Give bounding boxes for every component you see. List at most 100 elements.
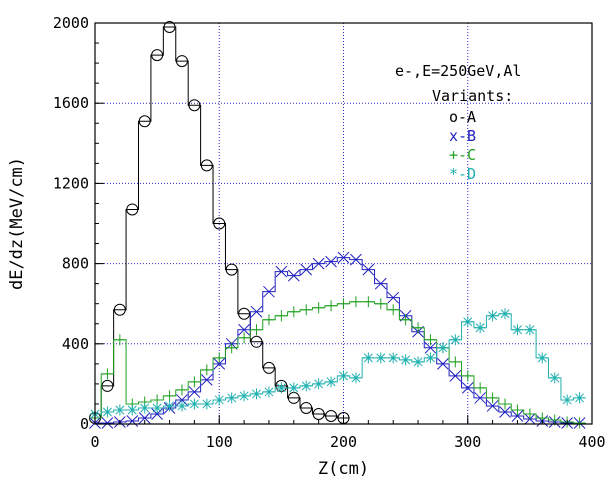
data-point xyxy=(151,49,164,62)
data-point xyxy=(449,356,461,368)
series-line-A xyxy=(95,26,350,419)
data-point xyxy=(350,253,362,266)
data-point xyxy=(499,308,511,320)
data-point xyxy=(499,398,511,410)
data-point xyxy=(313,378,325,390)
data-point xyxy=(176,394,188,406)
data-point xyxy=(511,404,523,416)
data-point xyxy=(561,394,573,406)
y-tick-label: 1200 xyxy=(53,174,89,192)
legend-entry-C: +-C xyxy=(449,146,476,164)
data-point xyxy=(138,412,151,424)
data-point xyxy=(300,401,313,414)
x-tick-label: 0 xyxy=(90,433,99,451)
data-point xyxy=(101,368,113,380)
x-axis-label: Z(cm) xyxy=(318,459,369,479)
data-point xyxy=(213,217,226,230)
data-point xyxy=(387,291,400,304)
data-point xyxy=(200,374,213,386)
x-tick-label: 400 xyxy=(578,433,605,451)
data-point xyxy=(176,384,188,396)
data-point xyxy=(225,263,238,276)
data-point xyxy=(486,400,499,412)
data-point xyxy=(275,310,287,322)
data-point xyxy=(412,322,424,334)
data-point xyxy=(574,392,586,404)
y-tick-label: 400 xyxy=(62,335,89,353)
data-point xyxy=(474,322,486,334)
data-point xyxy=(499,406,511,418)
data-point xyxy=(163,21,176,34)
data-point xyxy=(387,304,399,316)
data-point xyxy=(201,364,213,376)
data-point xyxy=(138,115,151,128)
data-point xyxy=(213,352,225,364)
data-point xyxy=(139,402,151,414)
data-point xyxy=(188,386,201,398)
data-point xyxy=(175,55,188,68)
data-point xyxy=(188,99,201,112)
data-point xyxy=(251,388,263,400)
data-point xyxy=(262,361,275,374)
data-point xyxy=(126,404,138,416)
data-point xyxy=(338,370,349,382)
data-point xyxy=(374,277,387,290)
data-point xyxy=(350,372,362,384)
data-point xyxy=(126,203,139,216)
data-point xyxy=(511,324,523,336)
data-point xyxy=(424,334,436,346)
data-point xyxy=(288,382,300,394)
data-point xyxy=(312,257,325,270)
data-point xyxy=(375,298,387,310)
series-D xyxy=(89,308,586,420)
data-point xyxy=(164,400,176,412)
data-point xyxy=(338,298,349,310)
data-point xyxy=(462,370,474,382)
legend: o-Ax-B+-C*-D xyxy=(449,108,476,183)
data-point xyxy=(213,357,226,370)
series-line-B xyxy=(95,257,586,424)
data-point xyxy=(325,300,337,312)
data-point xyxy=(313,302,325,314)
beam-annotation: e-,E=250GeV,Al xyxy=(395,62,521,80)
data-point xyxy=(113,303,126,316)
data-point xyxy=(250,305,263,318)
data-point xyxy=(238,307,251,320)
data-point xyxy=(188,376,200,388)
data-point xyxy=(462,316,474,328)
data-point xyxy=(263,314,275,326)
data-point xyxy=(362,263,375,276)
data-point xyxy=(487,392,499,404)
data-point xyxy=(101,417,114,429)
data-point xyxy=(325,255,337,268)
data-point xyxy=(325,376,337,388)
data-point xyxy=(263,386,275,398)
data-point xyxy=(238,390,250,402)
data-point xyxy=(288,306,300,318)
data-point xyxy=(524,408,536,420)
legend-entry-D: *-D xyxy=(449,165,476,183)
y-tick-label: 800 xyxy=(62,255,89,273)
data-point xyxy=(536,352,548,364)
data-point xyxy=(400,354,412,366)
data-point xyxy=(511,410,524,422)
data-point xyxy=(213,394,225,406)
data-point xyxy=(238,332,250,344)
data-point xyxy=(424,341,437,354)
data-point xyxy=(126,415,139,427)
legend-entry-A: o-A xyxy=(449,108,476,126)
data-point xyxy=(350,296,362,308)
data-point xyxy=(201,398,213,410)
data-point xyxy=(300,304,312,316)
data-point xyxy=(412,356,424,368)
data-point xyxy=(250,335,263,348)
data-point xyxy=(200,159,213,172)
data-point xyxy=(362,352,374,364)
data-point xyxy=(449,370,462,382)
data-point xyxy=(263,285,275,298)
legend-title: Variants: xyxy=(432,87,513,105)
data-point xyxy=(151,402,163,414)
data-point xyxy=(287,269,300,282)
